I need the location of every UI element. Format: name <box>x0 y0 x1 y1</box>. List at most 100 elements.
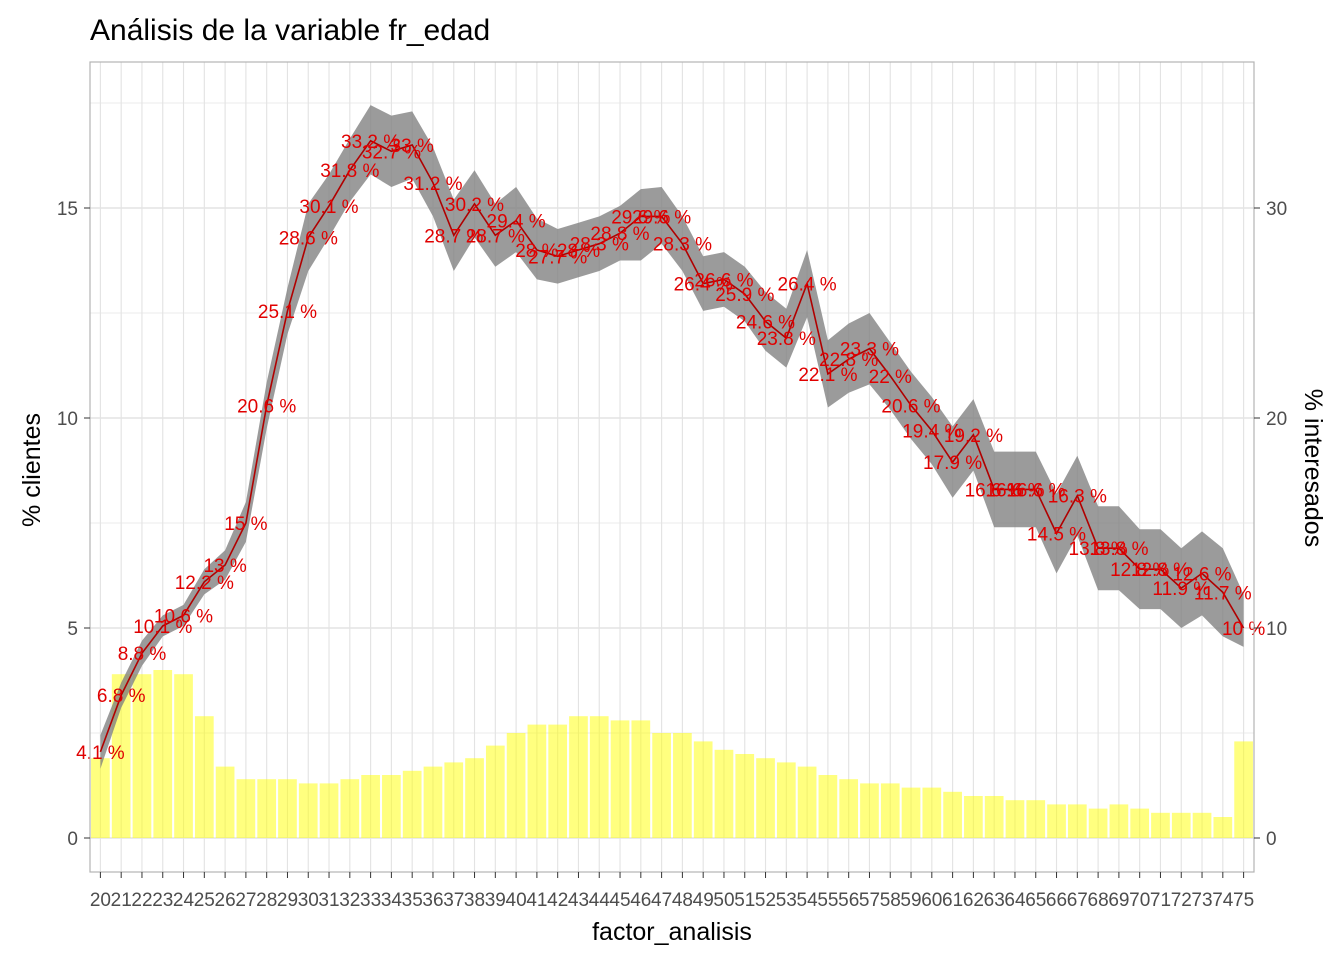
bar <box>860 783 879 838</box>
x-tick-label: 27 <box>235 890 256 911</box>
x-tick-label: 37 <box>443 890 464 911</box>
bar <box>569 716 588 838</box>
x-tick-label: 51 <box>734 890 755 911</box>
bar <box>1213 817 1233 838</box>
x-tick-label: 46 <box>630 890 651 911</box>
bar <box>652 733 671 838</box>
data-label: 16.6 % <box>985 480 1044 501</box>
x-tick-label: 71 <box>1150 890 1171 911</box>
bar <box>610 720 630 838</box>
x-tick-label: 26 <box>215 890 236 911</box>
x-tick-label: 35 <box>402 890 423 911</box>
bar <box>506 733 526 838</box>
bar <box>631 720 651 838</box>
x-tick-label: 73 <box>1191 890 1212 911</box>
data-label: 26.4 % <box>778 275 837 296</box>
x-tick-label: 66 <box>1046 890 1067 911</box>
data-label: 31.8 % <box>320 161 379 182</box>
data-label: 30.2 % <box>445 195 504 216</box>
data-label: 24.6 % <box>736 312 795 333</box>
bars <box>91 670 1253 838</box>
x-tick-label: 33 <box>360 890 381 911</box>
x-axis-title: factor_analisis <box>592 918 752 946</box>
x-tick-label: 54 <box>797 890 819 911</box>
data-label: 28 % <box>515 241 558 262</box>
data-label: 14.5 % <box>1027 525 1086 546</box>
bar <box>298 783 318 838</box>
data-label: 13.8 % <box>1069 539 1128 560</box>
x-tick-label: 52 <box>755 890 776 911</box>
bar <box>236 779 256 838</box>
x-tick-label: 65 <box>1025 890 1046 911</box>
left-tick-label: 5 <box>67 619 78 640</box>
data-label: 28.6 % <box>279 228 338 249</box>
bar <box>91 758 110 838</box>
x-tick-label: 34 <box>381 890 403 911</box>
data-label: 29.6 % <box>611 207 670 228</box>
bar <box>402 770 422 838</box>
bar <box>1130 808 1150 838</box>
right-axis: 0 10 20 30 <box>1254 199 1287 850</box>
bar <box>1047 804 1066 838</box>
data-label: 20.6 % <box>237 396 296 417</box>
bar <box>984 796 1004 838</box>
data-label: 10.1 % <box>133 617 192 638</box>
data-label: 10 % <box>1222 619 1265 640</box>
x-tick-label: 70 <box>1129 890 1150 911</box>
data-label: 17.9 % <box>923 453 982 474</box>
x-tick-label: 47 <box>651 890 672 911</box>
data-label: 15 % <box>224 514 267 535</box>
data-label: 26.6 % <box>694 270 753 291</box>
bar <box>1234 741 1253 838</box>
data-label: 28 % <box>557 241 600 262</box>
left-tick-label: 0 <box>67 829 78 850</box>
data-label: 10.6 % <box>154 606 213 627</box>
confidence-band <box>100 105 1244 769</box>
x-tick-label: 50 <box>713 890 734 911</box>
x-tick-label: 57 <box>859 890 880 911</box>
data-label: 28.8 % <box>590 224 649 245</box>
x-tick-label: 20 <box>90 890 111 911</box>
bar <box>527 724 547 838</box>
right-tick-label: 10 <box>1266 619 1287 640</box>
x-tick-label: 61 <box>942 890 963 911</box>
bar <box>735 754 755 838</box>
data-label: 13.8 % <box>1089 539 1148 560</box>
data-label: 12.6 % <box>1172 564 1231 585</box>
data-label: 12.8 % <box>1131 560 1190 581</box>
bar <box>444 762 464 838</box>
x-tick-label: 44 <box>589 890 611 911</box>
x-tick-label: 63 <box>984 890 1005 911</box>
bar <box>1067 804 1087 838</box>
bar <box>1151 812 1170 838</box>
x-tick-label: 56 <box>838 890 859 911</box>
x-tick-label: 41 <box>526 890 547 911</box>
bar <box>797 766 817 838</box>
chart-title: Análisis de la variable fr_edad <box>90 14 490 47</box>
data-label: 31.2 % <box>403 174 462 195</box>
bar <box>194 716 214 838</box>
data-label: 28.7 % <box>466 226 525 247</box>
data-label: 13 % <box>203 556 246 577</box>
data-label: 29.6 % <box>632 207 691 228</box>
data-label: 16.3 % <box>1048 487 1107 508</box>
data-label: 19.2 % <box>944 426 1003 447</box>
data-label: 22.1 % <box>798 365 857 386</box>
data-label: 33.2 % <box>341 132 400 153</box>
x-tick-label: 43 <box>568 890 589 911</box>
left-tick-label: 15 <box>57 199 78 220</box>
x-tick-label: 39 <box>485 890 506 911</box>
x-tick-label: 42 <box>547 890 568 911</box>
right-tick-label: 0 <box>1266 829 1277 850</box>
x-tick-label: 60 <box>921 890 942 911</box>
x-tick-label: 24 <box>173 890 195 911</box>
data-label: 29.4 % <box>487 212 546 233</box>
bar <box>278 779 297 838</box>
bar <box>548 724 568 838</box>
x-tick-label: 45 <box>609 890 630 911</box>
x-tick-label: 40 <box>506 890 527 911</box>
x-tick-label: 21 <box>111 890 132 911</box>
data-label: 23.3 % <box>840 340 899 361</box>
x-tick-label: 75 <box>1233 890 1254 911</box>
data-label: 22.8 % <box>819 350 878 371</box>
